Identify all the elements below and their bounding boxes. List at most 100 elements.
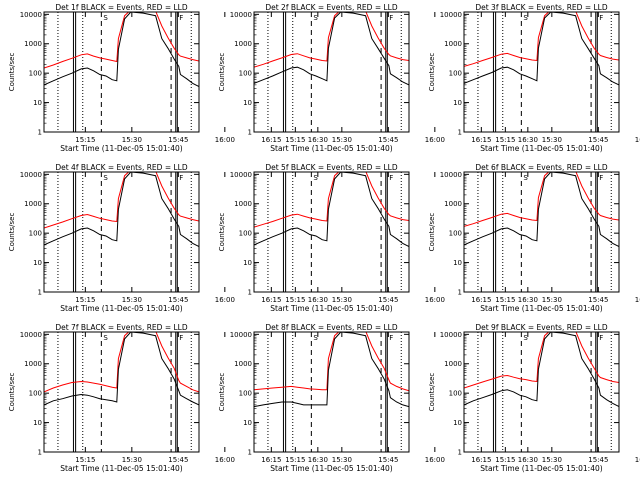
x-axis-label: Start Time (11-Dec-05 15:01:40) <box>60 144 182 153</box>
flag-label: S <box>313 334 318 342</box>
x-axis-label: Start Time (11-Dec-05 15:01:40) <box>480 144 602 153</box>
flag-label: F <box>179 14 183 22</box>
x-tick-label: 15:15 <box>495 456 515 464</box>
flag-label: S <box>523 174 528 182</box>
y-tick-label: 10000 <box>20 11 42 19</box>
x-tick-label: 15:30 <box>332 136 352 144</box>
x-axis-label: Start Time (11-Dec-05 15:01:40) <box>480 304 602 313</box>
x-tick-label: 16:00 <box>425 456 445 464</box>
x-tick-label: 16:15 <box>471 296 491 304</box>
flag-label: F <box>599 174 603 182</box>
flag-label: S <box>313 14 318 22</box>
plot-frame <box>463 11 620 133</box>
panel-title: Det 1f BLACK = Events, RED = LLD <box>55 3 188 12</box>
y-tick-label: 10000 <box>230 171 252 179</box>
flag-label: S <box>103 174 108 182</box>
x-tick-label: 16:00 <box>215 136 235 144</box>
flag-label: S <box>103 14 108 22</box>
panel-title: Det 5f BLACK = Events, RED = LLD <box>265 163 398 172</box>
x-tick-label: 15:15 <box>75 136 95 144</box>
x-tick-label: 15:15 <box>495 296 515 304</box>
x-tick-label: 15:15 <box>285 136 305 144</box>
y-axis-label: Counts/sec <box>8 373 16 412</box>
y-tick-label: 100 <box>29 70 42 78</box>
y-tick-label: 10 <box>33 259 42 267</box>
y-tick-label: 100 <box>449 70 462 78</box>
y-tick-label: 1000 <box>234 40 252 48</box>
y-tick-label: 1 <box>458 449 462 457</box>
x-tick-label: 16:15 <box>261 296 281 304</box>
panel-title: Det 8f BLACK = Events, RED = LLD <box>265 323 398 332</box>
y-axis-label: Counts/sec <box>428 373 436 412</box>
x-tick-label: 15:45 <box>168 296 188 304</box>
plot-frame <box>43 171 200 293</box>
y-axis-label: Counts/sec <box>8 213 16 252</box>
x-tick-label: 16:30 <box>308 296 328 304</box>
plot-frame <box>253 331 410 453</box>
x-tick-label: 16:30 <box>518 136 538 144</box>
panel-title: Det 4f BLACK = Events, RED = LLD <box>55 163 188 172</box>
x-tick-label: 15:45 <box>378 456 398 464</box>
y-tick-label: 10000 <box>440 171 462 179</box>
y-tick-label: 10 <box>453 99 462 107</box>
y-axis-label: Counts/sec <box>8 53 16 92</box>
y-tick-label: 1 <box>458 129 462 137</box>
panel-title: Det 3f BLACK = Events, RED = LLD <box>475 3 608 12</box>
detector-panel: S F 1 10 100 1000 10000 15:15 15:30 15:45 16:00 16:… <box>428 323 640 473</box>
y-tick-label: 10000 <box>20 331 42 339</box>
flag-label: S <box>523 334 528 342</box>
y-tick-label: 1 <box>248 289 252 297</box>
series-line-events <box>44 12 199 88</box>
x-axis-label: Start Time (11-Dec-05 15:01:40) <box>60 304 182 313</box>
plot-frame <box>463 171 620 293</box>
series-line-events <box>254 12 409 86</box>
plot-frame <box>253 11 410 133</box>
plot-frame <box>463 331 620 453</box>
y-tick-label: 100 <box>449 230 462 238</box>
flag-label: S <box>103 334 108 342</box>
x-tick-label: 16:00 <box>635 456 640 464</box>
series-line-events <box>44 332 199 406</box>
detector-panel: S F 1 10 100 1000 10000 15:15 15:30 15:45 16:00 16:… <box>218 323 538 473</box>
flag-label: F <box>599 334 603 342</box>
series-line-lld <box>44 12 199 69</box>
y-tick-label: 100 <box>29 390 42 398</box>
y-tick-label: 100 <box>239 70 252 78</box>
detector-panel: S F 1 10 100 1000 10000 15:15 15:30 15:45 16:00 16:… <box>218 3 538 153</box>
y-tick-label: 10 <box>243 259 252 267</box>
y-tick-label: 10 <box>243 99 252 107</box>
x-tick-label: 15:45 <box>168 136 188 144</box>
y-tick-label: 10 <box>33 419 42 427</box>
series-line-events <box>464 332 619 408</box>
y-tick-label: 10000 <box>20 171 42 179</box>
x-tick-label: 15:45 <box>588 456 608 464</box>
y-tick-label: 10000 <box>440 11 462 19</box>
x-tick-label: 16:00 <box>215 296 235 304</box>
y-tick-label: 1000 <box>444 360 462 368</box>
y-tick-label: 10000 <box>230 331 252 339</box>
x-tick-label: 16:30 <box>308 456 328 464</box>
series-line-lld <box>44 332 199 393</box>
panel-title: Det 2f BLACK = Events, RED = LLD <box>265 3 398 12</box>
x-tick-label: 16:30 <box>518 296 538 304</box>
y-tick-label: 1 <box>248 129 252 137</box>
x-tick-label: 15:30 <box>542 136 562 144</box>
x-tick-label: 16:00 <box>635 296 640 304</box>
y-axis-label: Counts/sec <box>428 213 436 252</box>
series-line-events <box>464 12 619 86</box>
y-tick-label: 10 <box>453 259 462 267</box>
detector-panel: S F 1 10 100 1000 10000 15:15 15:30 15:45 16:00 16:… <box>8 3 328 153</box>
y-tick-label: 1000 <box>24 360 42 368</box>
x-tick-label: 15:45 <box>378 296 398 304</box>
y-tick-label: 100 <box>29 230 42 238</box>
y-tick-label: 10000 <box>440 331 462 339</box>
y-tick-label: 1000 <box>24 40 42 48</box>
detector-panel: S F 1 10 100 1000 10000 15:15 15:30 15:45 16:00 16:… <box>8 323 328 473</box>
x-axis-label: Start Time (11-Dec-05 15:01:40) <box>270 144 392 153</box>
flag-label: F <box>389 174 393 182</box>
x-tick-label: 16:15 <box>471 456 491 464</box>
x-tick-label: 15:45 <box>588 296 608 304</box>
y-tick-label: 1 <box>38 289 42 297</box>
y-tick-label: 1 <box>38 129 42 137</box>
